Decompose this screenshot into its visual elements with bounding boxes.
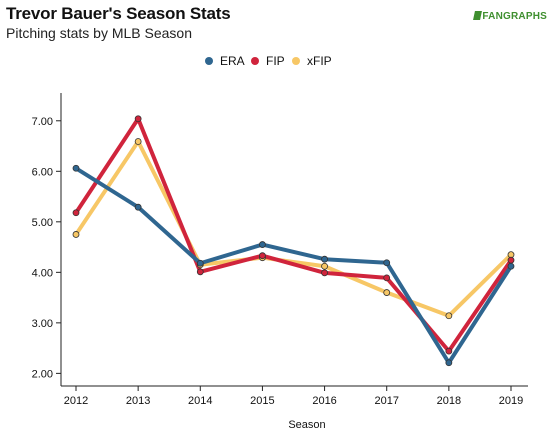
y-tick-label: 6.00 [32,166,53,178]
data-point-era-2017 [383,259,391,267]
data-point-era-2015 [259,241,266,248]
series-points [72,115,515,367]
series-line-xfip [74,139,513,318]
x-tick-label: 2015 [250,395,274,407]
series-line-fip [74,116,513,354]
data-point-era-2014 [196,259,204,267]
data-point-xfip-2016 [321,262,328,270]
data-point-era-2012 [72,164,80,172]
data-point-era-2013 [134,203,142,211]
data-point-xfip-2017 [383,289,391,296]
chart-title: Trevor Bauer's Season Stats [6,4,231,23]
chart-subtitle: Pitching stats by MLB Season [6,25,192,41]
data-point-xfip-2013 [134,138,142,145]
data-point-era-2018 [445,359,453,367]
legend-item-xfip[interactable]: xFIP [292,54,332,68]
data-point-fip-2017 [383,274,391,282]
legend-label-xfip: xFIP [307,54,332,68]
data-point-fip-2015 [259,252,266,260]
data-point-fip-2012 [72,209,80,217]
series-line-era [74,166,513,365]
series-lines [74,116,513,365]
y-tick-label: 3.00 [32,318,53,330]
x-tick-label: 2018 [437,395,461,407]
legend-swatch-era [205,57,213,65]
x-tick-label: 2017 [374,395,398,407]
chart-axes: 2.00 3.00 4.00 5.00 6.00 7.00 2012 2013 2014 2015… [32,93,528,407]
x-axis-title: Season [288,419,325,431]
x-tick-label: 2013 [126,395,150,407]
data-point-xfip-2018 [445,312,453,320]
legend-swatch-xfip [292,57,300,65]
fangraphs-logo: FANGRAPHS [473,11,547,22]
legend-item-fip[interactable]: FIP [251,54,285,68]
data-point-fip-2018 [445,347,453,355]
y-tick-label: 5.00 [32,217,53,229]
legend-label-era: ERA [220,54,245,68]
data-point-fip-2013 [134,115,142,123]
fangraphs-logo-text: FANGRAPHS [482,11,547,22]
y-tick-label: 2.00 [32,368,53,380]
data-point-fip-2016 [321,269,328,277]
x-tick-label: 2019 [499,395,523,407]
data-point-xfip-2012 [72,231,80,238]
legend-label-fip: FIP [266,54,285,68]
x-tick-label: 2016 [312,395,336,407]
y-tick-label: 4.00 [32,267,53,279]
chart-legend: ERA FIP xFIP [0,54,557,70]
x-tick-label: 2012 [64,395,88,407]
data-point-xfip-2019 [507,251,515,259]
y-tick-label: 7.00 [32,116,53,128]
x-tick-label: 2014 [188,395,212,407]
data-point-era-2016 [321,255,328,263]
legend-item-era[interactable]: ERA [205,54,245,68]
data-point-era-2019 [507,262,515,270]
data-point-fip-2019 [507,256,515,264]
legend-swatch-fip [251,57,259,65]
data-point-fip-2014 [196,268,204,276]
